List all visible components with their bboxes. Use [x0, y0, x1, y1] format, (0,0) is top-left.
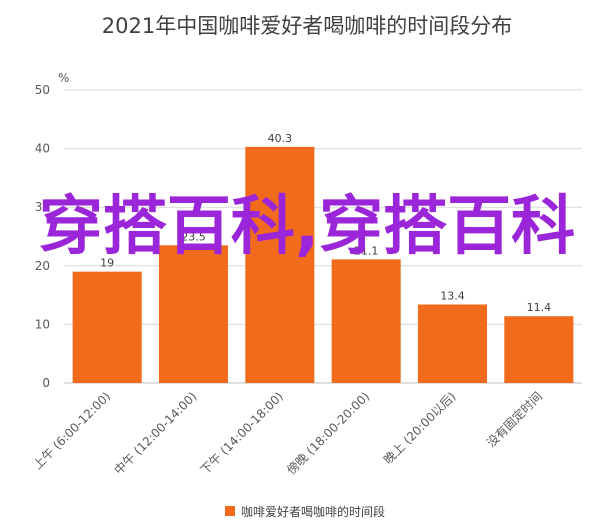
data-label: 40.3	[268, 132, 293, 145]
data-label: 13.4	[440, 289, 465, 302]
bar	[72, 271, 142, 383]
y-tick-label: 0	[42, 376, 50, 390]
y-tick-label: 30	[35, 200, 50, 214]
x-tick-label: 下午 (14:00-18:00)	[198, 389, 286, 477]
data-label: 19	[100, 257, 114, 270]
y-tick-label: 50	[35, 83, 50, 97]
y-tick-label: 20	[35, 259, 50, 273]
bar	[245, 146, 315, 383]
y-tick-label: 10	[35, 317, 50, 331]
x-tick-label: 中午 (12:00-14:00)	[111, 389, 200, 478]
data-label: 23.5	[181, 230, 206, 243]
x-tick-label: 没有固定时间	[483, 389, 545, 451]
bar	[417, 304, 488, 383]
bars	[72, 146, 574, 383]
legend-label: 咖啡爱好者喝咖啡的时间段	[241, 504, 385, 519]
bar	[331, 259, 401, 383]
legend-swatch	[225, 506, 235, 516]
x-tick-label: 傍晚 (18:00-20:00)	[283, 389, 372, 478]
y-unit-label: %	[58, 71, 69, 85]
bar	[158, 245, 229, 383]
legend: 咖啡爱好者喝咖啡的时间段	[225, 504, 385, 519]
bar	[504, 316, 574, 383]
x-tick-label: 晚上 (20:00以后)	[381, 389, 459, 467]
x-tick-label: 上午 (6:00-12:00)	[31, 389, 114, 472]
data-label: 11.4	[527, 301, 552, 314]
chart-title: 2021年中国咖啡爱好者喝咖啡的时间段分布	[101, 14, 513, 38]
y-tick-label: 40	[35, 142, 50, 156]
data-label: 21.1	[354, 244, 379, 257]
